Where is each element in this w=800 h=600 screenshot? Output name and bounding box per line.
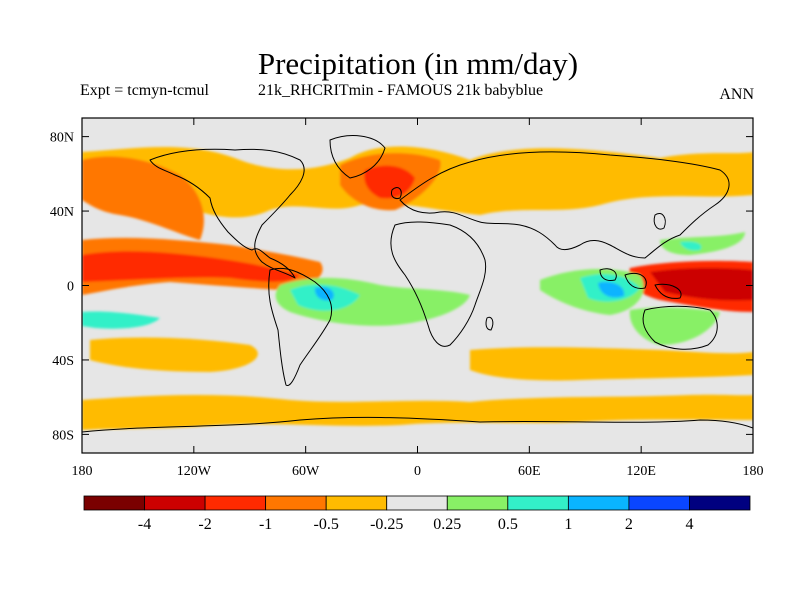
latitude-label: 0 <box>67 280 74 295</box>
latitude-label: 80N <box>50 131 74 146</box>
season-label: ANN <box>719 86 754 103</box>
colorbar-label: -4 <box>138 516 151 533</box>
precipitation-anomaly-field <box>82 146 753 430</box>
colorbar-swatch <box>83 495 145 511</box>
colorbar-label: 4 <box>685 516 693 533</box>
latitude-label: 40N <box>50 205 74 220</box>
coastlines <box>82 135 753 433</box>
latitude-label: 40S <box>52 354 74 369</box>
colorbar-label: 0.25 <box>433 516 461 533</box>
colorbar-swatch <box>689 495 751 511</box>
colorbar-swatch <box>507 495 569 511</box>
latitude-label: 80S <box>52 428 74 443</box>
colorbar-label: 0.5 <box>498 516 518 533</box>
longitude-label: 0 <box>414 464 421 479</box>
map-title: Precipitation (in mm/day) <box>257 46 579 81</box>
colorbar-label: -0.5 <box>314 516 339 533</box>
colorbar-label: -1 <box>259 516 272 533</box>
colorbar-label: 2 <box>625 516 633 533</box>
colorbar-swatch <box>446 495 509 511</box>
colorbar-label: -0.25 <box>370 516 403 533</box>
longitude-axis: 180 120W 60W 0 60E 120E 180 <box>72 118 764 479</box>
latitude-axis: 80N 40N 0 40S 80S <box>50 131 753 443</box>
experiment-label: Expt = tcmyn-tcmul <box>80 82 209 99</box>
longitude-label: 60E <box>518 464 541 479</box>
colorbar-swatch <box>325 495 388 511</box>
longitude-label: 60W <box>292 464 320 479</box>
colorbar: -4 -2 -1 -0.5 -0.25 0.25 0.5 1 2 4 <box>83 495 751 533</box>
comparison-label: 21k_RHCRITmin - FAMOUS 21k babyblue <box>258 82 544 99</box>
colorbar-label: 1 <box>564 516 572 533</box>
longitude-label: 180 <box>743 464 764 479</box>
colorbar-swatch <box>144 495 206 511</box>
colorbar-swatch <box>204 495 267 511</box>
colorbar-swatch <box>386 495 448 511</box>
colorbar-swatch <box>265 495 327 511</box>
longitude-label: 120E <box>626 464 656 479</box>
colorbar-swatch <box>628 495 690 511</box>
longitude-label: 120W <box>177 464 212 479</box>
longitude-label: 180 <box>72 464 93 479</box>
colorbar-swatch <box>567 495 630 511</box>
colorbar-label: -2 <box>198 516 211 533</box>
